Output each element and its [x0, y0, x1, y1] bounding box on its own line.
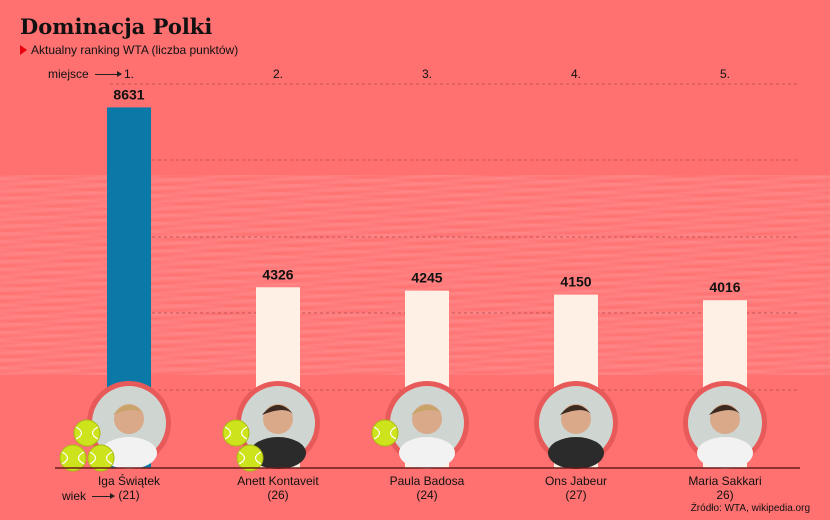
rank-labels: 1. 2. 3. 4. 5.: [124, 67, 730, 81]
player-hair: [113, 405, 145, 415]
chart-subtitle: Aktualny ranking WTA (liczba punktów): [20, 43, 238, 57]
chart-subtitle-text: Aktualny ranking WTA (liczba punktów): [31, 43, 239, 57]
tennis-ball-icon: [222, 419, 250, 447]
player-name: Iga Świątek: [98, 473, 161, 488]
rank-label: 5.: [720, 67, 730, 81]
player-hair: [709, 405, 741, 415]
player-age: (21): [118, 488, 139, 502]
player-age: (27): [565, 488, 586, 502]
value-label: 4016: [709, 279, 740, 295]
tennis-ball-icon: [371, 419, 399, 447]
value-label: 8631: [113, 86, 144, 102]
value-label: 4245: [411, 270, 442, 286]
value-labels: 8631 4326 4245 4150 4016: [113, 86, 740, 295]
tennis-balls: [59, 419, 399, 472]
player-name: Ons Jabeur: [545, 474, 607, 488]
player-age: (24): [416, 488, 437, 502]
player-name: Paula Badosa: [390, 474, 465, 488]
player-age: (26): [267, 488, 288, 502]
tennis-ball-icon: [59, 444, 87, 472]
rank-label: 1.: [124, 67, 134, 81]
player-photo: [87, 381, 171, 469]
player-hair: [411, 405, 443, 415]
player-photo: [534, 381, 618, 469]
player-names: Iga Świątek Anett Kontaveit Paula Badosa On…: [98, 473, 762, 488]
player-photo: [236, 381, 320, 469]
tennis-ball-icon: [236, 444, 264, 472]
rank-label: miejsce: [48, 67, 89, 81]
age-label: wiek: [62, 489, 87, 503]
triangle-bullet-icon: [20, 45, 27, 55]
grid-lines: [110, 83, 798, 391]
rank-label: 2.: [273, 67, 283, 81]
arrow-right-icon: [94, 70, 122, 77]
rank-label: 3.: [422, 67, 432, 81]
tennis-ball-icon: [87, 444, 115, 472]
value-label: 4326: [262, 266, 293, 282]
player-body: [548, 437, 604, 469]
arrow-right-icon: [92, 492, 116, 499]
player-age: 26): [716, 488, 733, 502]
player-ages: (21) (26) (24) (27) 26): [118, 488, 733, 502]
player-photo: [683, 381, 767, 469]
player-photos: [87, 381, 767, 469]
player-name: Maria Sakkari: [688, 474, 761, 488]
tennis-ball-icon: [73, 419, 101, 447]
age-row-label: wiek: [62, 489, 116, 503]
player-photo: [385, 381, 469, 469]
player-hair: [262, 405, 294, 415]
player-name: Anett Kontaveit: [237, 474, 319, 488]
value-label: 4150: [560, 274, 591, 290]
player-body: [399, 437, 455, 469]
player-body: [697, 437, 753, 469]
chart-title: Dominacja Polki: [20, 14, 213, 39]
player-body: [250, 437, 306, 469]
player-hair: [560, 405, 592, 415]
rank-label: 4.: [571, 67, 581, 81]
player-body: [101, 437, 157, 469]
source-note: Źródło: WTA, wikipedia.org: [690, 503, 810, 514]
rank-row-label: miejsce: [48, 67, 122, 81]
